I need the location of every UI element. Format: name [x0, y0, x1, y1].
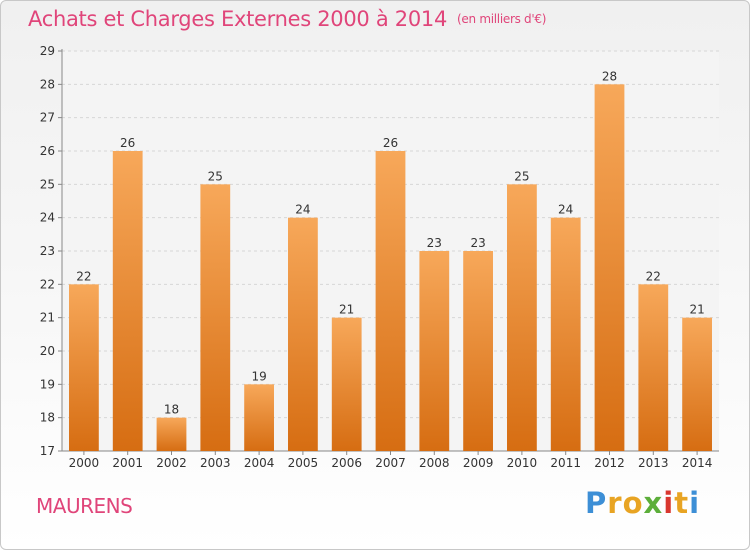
x-tick-label: 2012: [594, 456, 625, 470]
x-tick-label: 2010: [507, 456, 538, 470]
bar-value-label: 24: [295, 203, 310, 217]
logo-letter: t: [674, 486, 690, 520]
bar-value-label: 23: [427, 236, 442, 250]
bar-value-label: 26: [383, 136, 398, 150]
bar-value-label: 21: [339, 303, 354, 317]
bar: [375, 151, 406, 451]
bar: [200, 184, 231, 452]
y-tick-label: 20: [40, 344, 55, 358]
place-name: MAURENS: [36, 494, 133, 518]
bar-value-label: 19: [251, 369, 266, 383]
y-tick-label: 27: [40, 111, 55, 125]
y-tick-label: 21: [40, 311, 55, 325]
bar: [288, 217, 318, 451]
bar: [331, 317, 362, 451]
x-tick-label: 2005: [288, 456, 319, 470]
logo-letter: P: [585, 486, 608, 520]
bar: [156, 417, 187, 451]
bar-value-label: 28: [602, 69, 617, 83]
bar-value-label: 23: [470, 236, 485, 250]
x-tick-label: 2009: [463, 456, 494, 470]
logo-letter: x: [643, 486, 664, 520]
bar: [550, 217, 581, 451]
bar-value-label: 26: [120, 136, 135, 150]
x-tick-label: 2002: [156, 456, 187, 470]
chart-subtitle: (en milliers d'€): [457, 12, 547, 26]
y-tick-label: 26: [40, 144, 55, 158]
y-tick-label: 28: [40, 77, 55, 91]
y-tick-label: 18: [40, 411, 55, 425]
proxiti-logo: Proxiti: [585, 486, 700, 520]
x-tick-label: 2001: [112, 456, 143, 470]
x-tick-label: 2006: [331, 456, 362, 470]
y-tick-label: 29: [40, 44, 55, 58]
bar-value-label: 22: [646, 269, 661, 283]
y-tick-label: 25: [40, 177, 55, 191]
logo-letter: i: [663, 486, 675, 520]
y-tick-label: 17: [40, 444, 55, 458]
logo-letter: o: [622, 486, 644, 520]
x-tick-label: 2000: [69, 456, 100, 470]
y-tick-label: 24: [40, 211, 55, 225]
y-tick-label: 22: [40, 277, 55, 291]
bar: [507, 184, 537, 452]
bar: [594, 84, 625, 451]
chart-title: Achats et Charges Externes 2000 à 2014 (e…: [28, 7, 546, 31]
x-tick-label: 2007: [375, 456, 406, 470]
bar-value-label: 25: [208, 169, 223, 183]
logo-letter: r: [607, 486, 623, 520]
x-tick-label: 2014: [682, 456, 713, 470]
bar-value-label: 21: [689, 303, 704, 317]
bar-value-label: 18: [164, 403, 179, 417]
bar: [463, 251, 493, 451]
bar: [244, 384, 274, 451]
bar: [682, 317, 712, 451]
chart-title-text: Achats et Charges Externes 2000 à 2014: [28, 7, 448, 31]
bar-value-label: 25: [514, 169, 529, 183]
y-tick-label: 23: [40, 244, 55, 258]
x-tick-label: 2004: [244, 456, 275, 470]
logo-letter: i: [689, 486, 701, 520]
x-tick-label: 2013: [638, 456, 669, 470]
x-tick-label: 2011: [550, 456, 581, 470]
bar: [638, 284, 669, 451]
y-tick-label: 19: [40, 377, 55, 391]
bar: [69, 284, 99, 451]
x-tick-label: 2003: [200, 456, 231, 470]
x-tick-label: 2008: [419, 456, 450, 470]
bar-value-label: 24: [558, 203, 573, 217]
bar: [419, 251, 450, 451]
bar-value-label: 22: [76, 269, 91, 283]
bar: [112, 151, 143, 451]
